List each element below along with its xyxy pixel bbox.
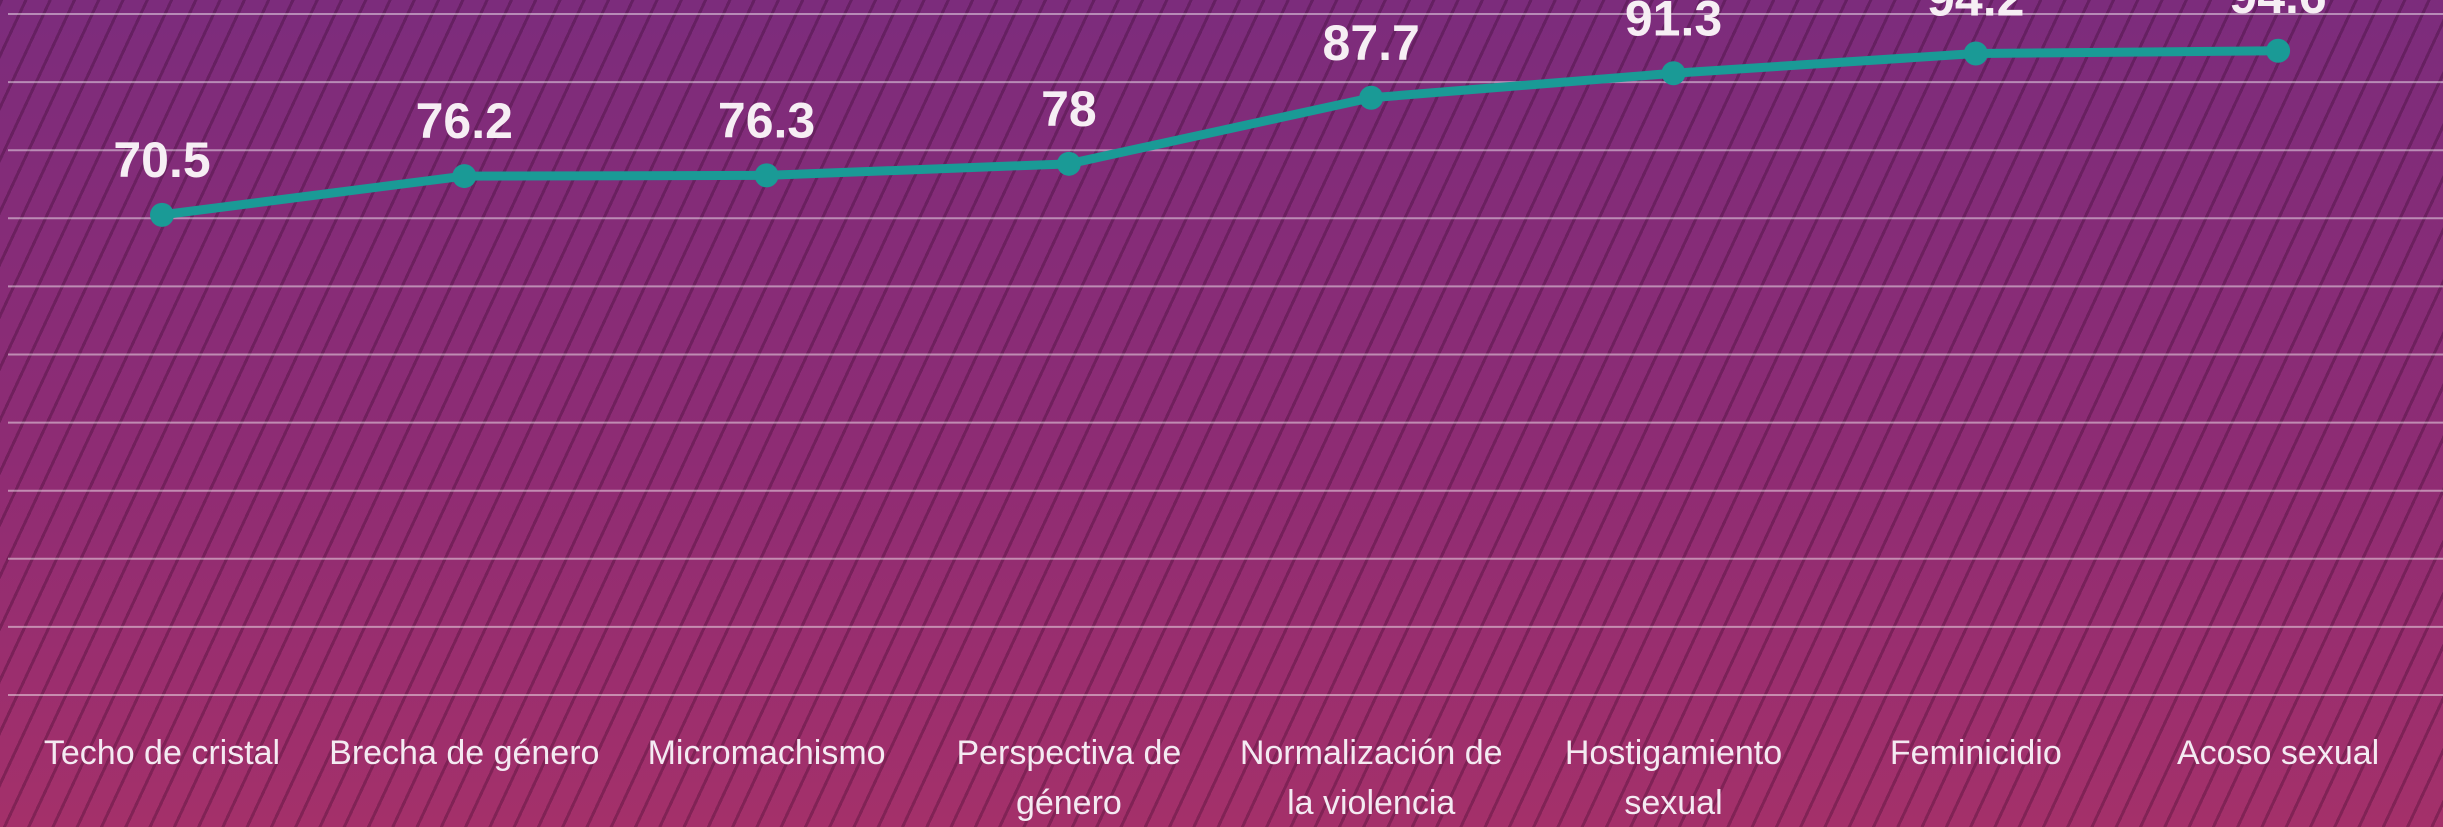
marker: [452, 164, 476, 188]
x-tick-label: Techo de cristal: [17, 728, 307, 778]
value-label: 76.2: [416, 93, 513, 149]
value-label: 94.2: [1927, 0, 2024, 26]
x-tick-label: Acoso sexual: [2133, 728, 2423, 778]
x-tick-label: Perspectiva de género: [924, 728, 1214, 827]
chart: 70.5 76.2 76.3 78 87.7 91.3 94.2 94.6 Techo de …: [0, 0, 2443, 827]
x-tick-label: Hostigamiento sexual: [1529, 728, 1819, 827]
value-label: 94.6: [2229, 0, 2326, 24]
value-label: 87.7: [1323, 15, 1420, 71]
marker: [1964, 41, 1988, 65]
marker: [1359, 86, 1383, 110]
marker: [1057, 152, 1081, 176]
x-tick-label: Brecha de género: [319, 728, 609, 778]
value-label: 78: [1041, 81, 1097, 137]
plot-area: 70.5 76.2 76.3 78 87.7 91.3 94.2 94.6: [0, 0, 2443, 827]
x-tick-label: Micromachismo: [622, 728, 912, 778]
value-label: 76.3: [718, 92, 815, 148]
marker: [755, 163, 779, 187]
x-tick-label: Feminicidio: [1831, 728, 2121, 778]
value-label: 91.3: [1625, 0, 1722, 46]
x-tick-label: Normalización de la violencia: [1226, 728, 1516, 827]
marker: [2266, 39, 2290, 63]
marker: [1662, 61, 1686, 85]
value-label: 70.5: [113, 132, 210, 188]
marker: [150, 203, 174, 227]
